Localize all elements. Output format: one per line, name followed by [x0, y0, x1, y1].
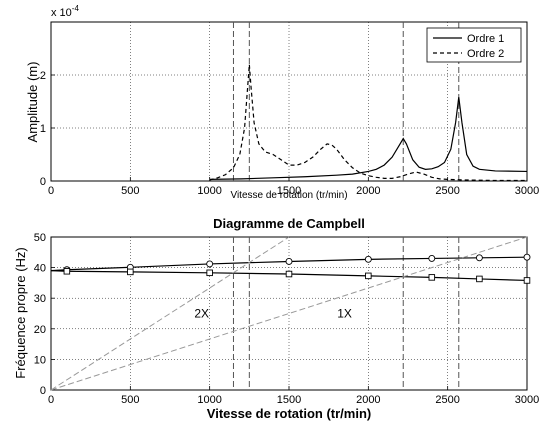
x-tick-label: 500 — [121, 394, 139, 406]
campbell-critical-speed-lines — [232, 237, 460, 390]
series-line-harmonic-1x — [50, 236, 528, 391]
harmonic-label: 1X — [337, 307, 352, 321]
y-tick-label: 30 — [34, 293, 46, 305]
campbell-annotations: 2X 1X — [194, 307, 351, 321]
amplitude-ylabel: Amplitude (m) — [25, 62, 40, 143]
x-tick-label: 1500 — [277, 394, 301, 406]
data-point-circle — [285, 258, 293, 265]
x-tick-label: 1000 — [197, 394, 221, 406]
y-tick-label: 20 — [34, 324, 46, 336]
series-line-harmonic-2x — [50, 236, 290, 391]
amplitude-exponent-label: x 10-4 — [51, 4, 79, 19]
campbell-series — [50, 236, 531, 391]
y-tick-label: 10 — [34, 354, 46, 366]
legend-label-ordre-2: Ordre 2 — [467, 48, 504, 60]
x-tick-label: 0 — [48, 185, 54, 197]
data-point-circle — [364, 255, 372, 263]
x-tick-label: 1500 — [277, 185, 301, 197]
data-point-square — [63, 268, 71, 275]
x-tick-label: 2500 — [435, 185, 459, 197]
x-tick-label: 3000 — [515, 394, 539, 406]
x-tick-label: 1000 — [197, 185, 221, 197]
y-tick-label: 0 — [40, 176, 46, 188]
y-tick-label: 50 — [34, 232, 46, 244]
campbell-tick-labels: 0 500 1000 1500 2000 2500 3000 0 10 20 30 40 50 — [34, 232, 539, 406]
amplitude-series — [209, 64, 528, 182]
y-tick-label: 1 — [40, 123, 46, 135]
data-point-square — [365, 272, 372, 280]
data-point-square — [206, 269, 213, 277]
x-tick-label: 2000 — [356, 394, 380, 406]
x-tick-label: 500 — [121, 185, 139, 197]
legend-label-ordre-1: Ordre 1 — [467, 33, 504, 45]
y-tick-label: 0 — [40, 385, 46, 397]
data-point-square — [523, 277, 531, 284]
data-point-circle — [523, 253, 531, 261]
amplitude-plot: 0 500 1000 1500 2000 2500 3000 0 1 2 x 10-4 Vites… — [25, 4, 539, 201]
x-tick-label: 2500 — [435, 394, 459, 406]
y-tick-label: 40 — [34, 263, 46, 275]
data-point-square — [285, 270, 293, 278]
campbell-grid — [50, 236, 528, 391]
data-point-circle — [475, 254, 483, 262]
harmonic-label: 2X — [194, 307, 209, 321]
series-line-ordre-2 — [209, 64, 527, 182]
legend-box — [426, 27, 522, 63]
data-point-circle — [428, 254, 436, 262]
data-point-square — [127, 268, 134, 276]
data-point-circle — [206, 260, 214, 268]
y-tick-label: 2 — [40, 70, 46, 82]
campbell-plot: Diagramme de Campbell 0 500 1000 1500 2000 25… — [13, 216, 539, 421]
amplitude-tick-labels: 0 500 1000 1500 2000 2500 3000 0 1 2 — [40, 70, 539, 197]
campbell-title: Diagramme de Campbell — [213, 216, 365, 231]
data-point-square — [476, 275, 483, 283]
campbell-ylabel: Fréquence propre (Hz) — [13, 247, 28, 379]
campbell-xlabel: Vitesse de rotation (tr/min) — [207, 406, 371, 421]
series-line-ordre-1 — [209, 97, 528, 181]
data-point-square — [428, 274, 436, 281]
x-tick-label: 3000 — [515, 185, 539, 197]
amplitude-xlabel: Vitesse de rotation (tr/min) — [230, 190, 347, 201]
x-tick-label: 2000 — [356, 185, 380, 197]
legend: Ordre 1 Ordre 2 — [426, 27, 522, 63]
x-tick-label: 0 — [48, 394, 54, 406]
